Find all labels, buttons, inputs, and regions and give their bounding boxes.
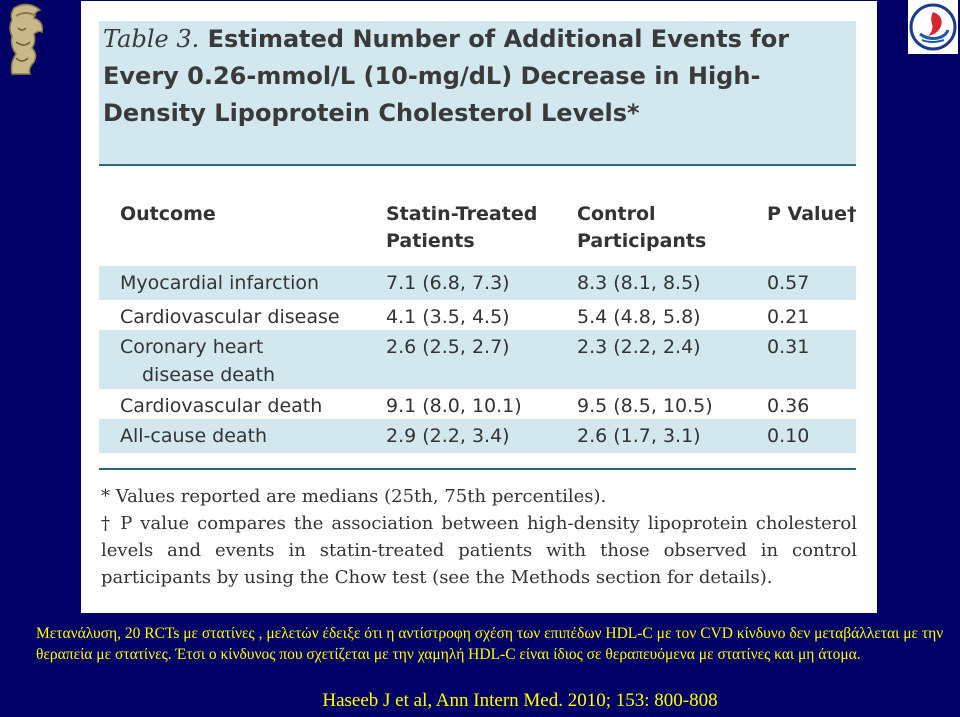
- cell-outcome: Cardiovascular disease: [120, 306, 340, 328]
- table-row: Coronary heart disease death 2.6 (2.5, 2…: [99, 330, 856, 389]
- cell-outcome: All-cause death: [120, 425, 268, 447]
- cell-statin: 2.6 (2.5, 2.7): [386, 336, 510, 358]
- table-title-text: Estimated Number of Additional Events fo…: [103, 25, 790, 127]
- table-title-box: [99, 21, 856, 166]
- cell-p-value: 0.36: [767, 395, 810, 417]
- header-p-value: P Value†: [767, 201, 856, 228]
- table-row: All-cause death 2.9 (2.2, 3.4) 2.6 (1.7,…: [99, 419, 856, 453]
- cell-control: 8.3 (8.1, 8.5): [577, 272, 701, 294]
- cell-control: 5.4 (4.8, 5.8): [577, 306, 701, 328]
- header-statin: Statin-Treated Patients: [386, 201, 537, 255]
- header-control-line2: Participants: [577, 230, 707, 252]
- cell-outcome: Coronary heart disease death: [120, 333, 390, 389]
- cell-outcome-line2: disease death: [142, 364, 276, 386]
- table-footnotes: * Values reported are medians (25th, 75t…: [101, 483, 857, 591]
- table-title: Table 3. Estimated Number of Additional …: [103, 21, 823, 132]
- table-label: Table 3.: [103, 25, 200, 53]
- table-image-panel: Table 3. Estimated Number of Additional …: [81, 1, 877, 613]
- society-emblem-icon: [908, 0, 958, 54]
- header-outcome: Outcome: [120, 201, 216, 228]
- cell-control: 2.3 (2.2, 2.4): [577, 336, 701, 358]
- cell-p-value: 0.57: [767, 272, 810, 294]
- header-outcome-text: Outcome: [120, 203, 216, 225]
- table-row: Cardiovascular disease 4.1 (3.5, 4.5) 5.…: [99, 300, 856, 330]
- athena-logo-icon: [4, 2, 50, 76]
- slide-citation: Haseeb J et al, Ann Intern Med. 2010; 15…: [322, 690, 718, 711]
- header-control-line1: Control: [577, 203, 656, 225]
- cell-statin: 2.9 (2.2, 3.4): [386, 425, 510, 447]
- cell-statin: 7.1 (6.8, 7.3): [386, 272, 510, 294]
- header-control: Control Participants: [577, 201, 706, 255]
- cell-p-value: 0.21: [767, 306, 810, 328]
- cell-outcome-line1: Coronary heart: [120, 336, 264, 358]
- footnote-values: * Values reported are medians (25th, 75t…: [101, 486, 607, 507]
- header-statin-line1: Statin-Treated: [386, 203, 538, 225]
- cell-control: 9.5 (8.5, 10.5): [577, 395, 713, 417]
- cell-statin: 9.1 (8.0, 10.1): [386, 395, 522, 417]
- footnote-p-value: † P value compares the association betwe…: [101, 513, 857, 588]
- table-bottom-rule: [99, 468, 856, 470]
- header-statin-line2: Patients: [386, 230, 475, 252]
- cell-statin: 4.1 (3.5, 4.5): [386, 306, 510, 328]
- header-p-value-text: P Value†: [767, 203, 857, 225]
- cell-p-value: 0.31: [767, 336, 810, 358]
- slide-caption: Μετανάλυση, 20 RCTs με στατίνες , μελετώ…: [36, 625, 944, 663]
- cell-outcome: Myocardial infarction: [120, 272, 320, 294]
- cell-control: 2.6 (1.7, 3.1): [577, 425, 701, 447]
- cell-outcome: Cardiovascular death: [120, 395, 323, 417]
- cell-p-value: 0.10: [767, 425, 810, 447]
- table-row: Myocardial infarction 7.1 (6.8, 7.3) 8.3…: [99, 266, 856, 300]
- table-row: Cardiovascular death 9.1 (8.0, 10.1) 9.5…: [99, 389, 856, 419]
